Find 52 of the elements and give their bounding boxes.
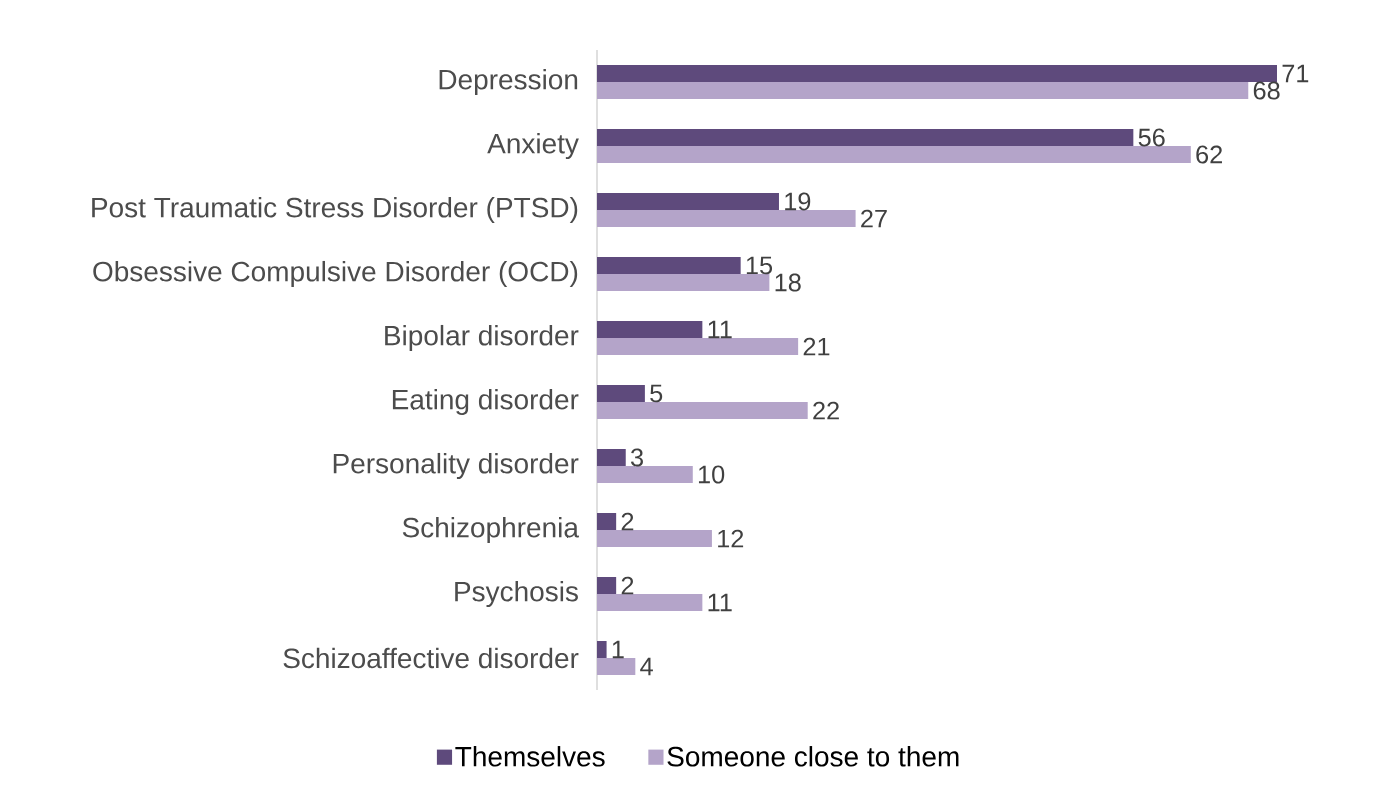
bar [597,146,1191,163]
bar [597,658,636,675]
data-label: 19 [785,192,811,211]
data-label: 12 [718,529,744,548]
bar [597,530,712,547]
bar [597,448,626,466]
bar [597,256,741,274]
y-tick-label: Personality disorder [333,452,579,480]
data-label: 27 [861,209,887,228]
data-label: 71 [1282,64,1309,83]
bar [597,320,703,338]
y-tick-label: Schizoaffective disorder [283,647,579,669]
data-label: 10 [698,465,725,484]
bar [597,192,779,210]
data-label: 3 [630,448,643,467]
y-tick-label: Post Traumatic Stress Disorder (PTSD) [92,196,578,224]
bar [597,274,770,292]
bar [597,640,607,658]
bar [597,64,1277,82]
bar [597,338,799,355]
bar [597,384,645,402]
legend-label: Someone close to them [667,746,959,767]
y-tick-label: Depression [439,68,578,96]
data-label: 2 [621,512,634,531]
bar [597,512,617,530]
bar [597,128,1134,146]
y-tick-label: Bipolar disorder [385,324,579,352]
y-tick-label: Obsessive Compulsive Disorder (OCD) [93,260,578,288]
bar [597,576,617,594]
y-tick-label: Psychosis [455,580,578,608]
bar [597,402,808,419]
data-label: 56 [1138,128,1165,147]
y-tick-label: Anxiety [487,132,579,160]
y-tick-label: Eating disorder [392,388,579,416]
data-label: 21 [803,337,830,356]
data-label: 15 [746,256,773,275]
data-label: 11 [708,593,732,612]
bar [597,594,703,611]
bar [597,210,856,228]
data-label: 68 [1253,81,1280,100]
data-label: 22 [813,401,839,420]
data-label: 2 [621,576,634,595]
bar [597,466,693,483]
data-label: 5 [650,384,663,403]
data-label: 18 [775,273,801,292]
legend-label: Themselves [455,746,605,767]
data-label: 1 [612,640,624,659]
y-tick-label: Schizophrenia [402,516,579,544]
data-label: 11 [708,320,732,339]
data-label: 4 [640,657,653,676]
bar [597,82,1249,99]
data-label: 62 [1196,145,1222,164]
